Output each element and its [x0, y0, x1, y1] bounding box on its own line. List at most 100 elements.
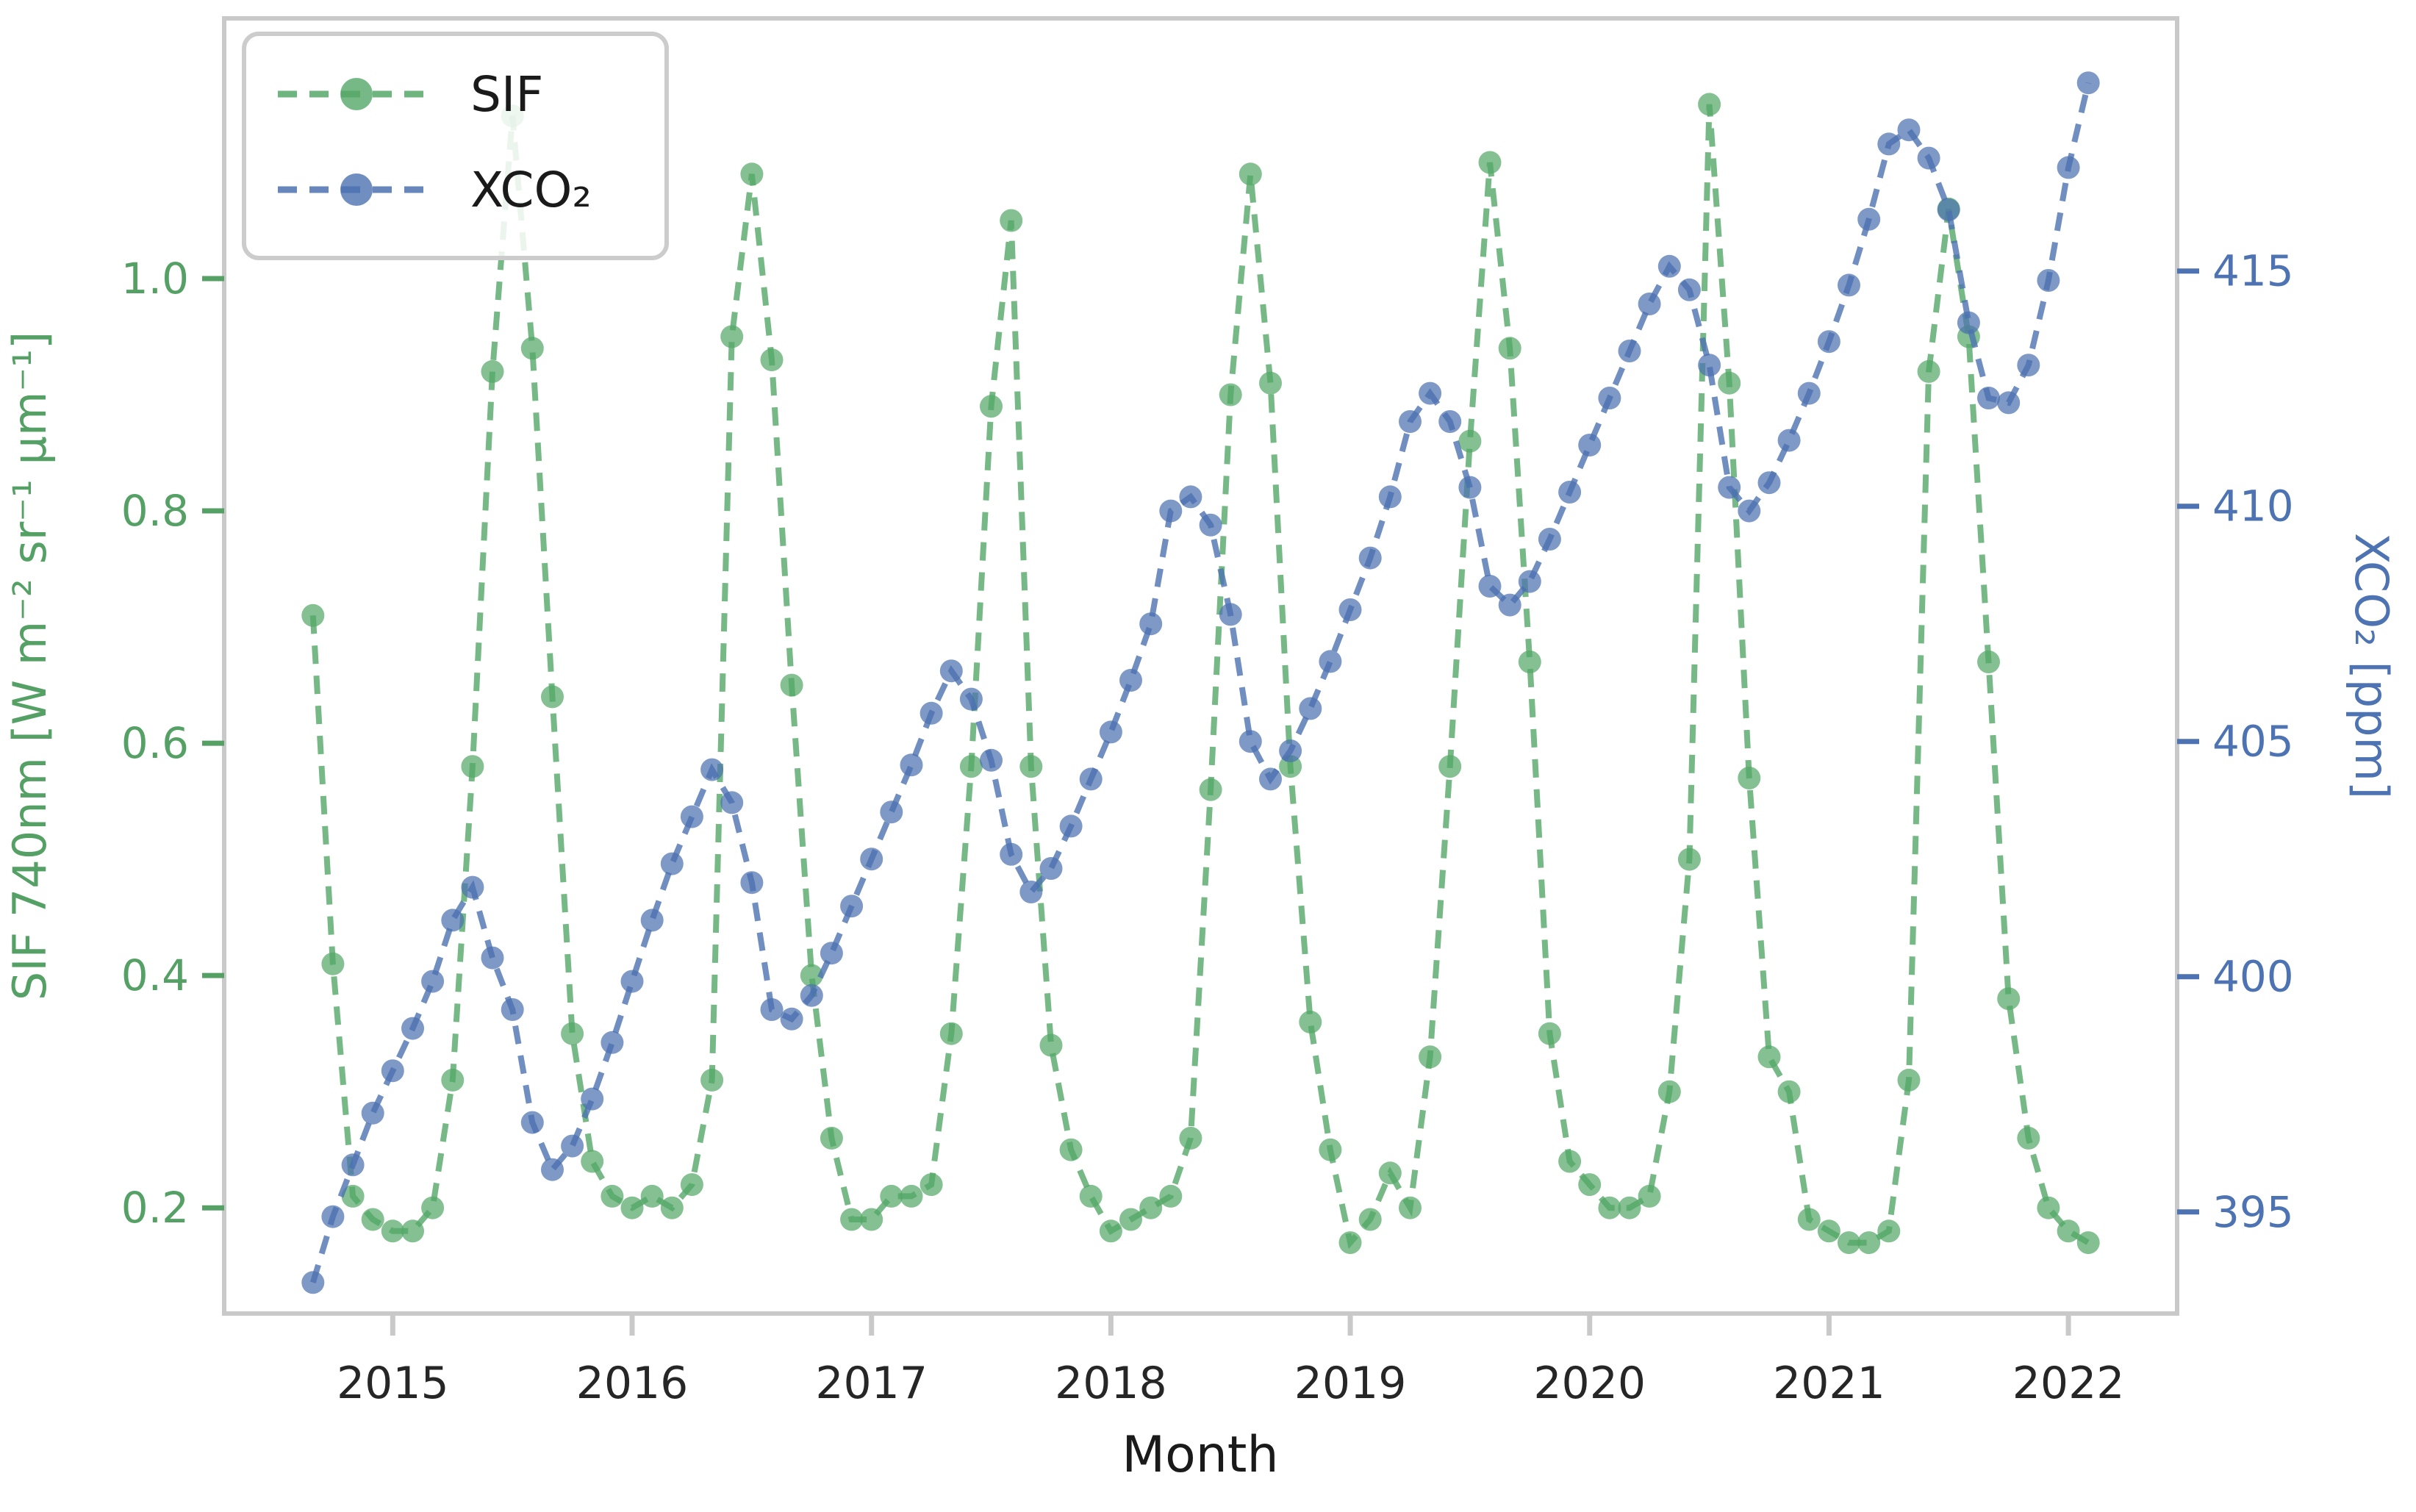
sif-point	[581, 1150, 604, 1173]
xco2-point	[1179, 485, 1202, 509]
sif-point	[1099, 1219, 1122, 1243]
sif-point	[720, 325, 744, 348]
x-tick-label: 2021	[1773, 1358, 1885, 1409]
sif-point	[1857, 1231, 1881, 1255]
sif-point	[780, 673, 803, 697]
xco2-point	[800, 983, 823, 1007]
xco2-point	[1518, 570, 1541, 593]
xco2-point	[1997, 391, 2021, 415]
legend-item-xco[interactable]: XCO₂	[278, 162, 592, 218]
xco2-point	[1059, 814, 1083, 838]
sif-point	[1977, 651, 2000, 673]
xco2-point	[780, 1007, 803, 1031]
legend-marker	[340, 78, 373, 110]
sif-point	[1877, 1219, 1901, 1243]
plot-frame	[222, 16, 2179, 1316]
sif-point	[481, 359, 504, 383]
sif-point	[640, 1184, 664, 1208]
xco2-point	[1877, 132, 1901, 156]
xco2-series	[301, 71, 2100, 1294]
sif-point	[1358, 1208, 1382, 1231]
xco2-point	[481, 946, 504, 970]
xco2-point	[441, 909, 465, 932]
xco2-point	[1239, 730, 1262, 753]
sif-point	[520, 337, 544, 360]
xco2-point	[920, 701, 943, 725]
sif-line	[309, 104, 2090, 1250]
sif-point	[860, 1208, 883, 1231]
right-axis-title: XCO₂ [ppm]	[2345, 533, 2398, 799]
left-tick-label: 0.4	[121, 950, 189, 1000]
xco2-point	[620, 970, 644, 993]
sif-point	[840, 1208, 864, 1231]
right-tick-label: 395	[2212, 1187, 2294, 1237]
sif-point	[1139, 1196, 1163, 1219]
sif-point	[980, 395, 1003, 418]
sif-point	[441, 1068, 465, 1092]
sif-point	[900, 1184, 923, 1208]
xco2-point	[740, 871, 764, 895]
xco2-point	[959, 687, 983, 711]
sif-point	[1438, 755, 1462, 778]
xco2-point	[1757, 471, 1781, 495]
sif-point	[1319, 1138, 1342, 1161]
x-tick-label: 2016	[576, 1358, 689, 1409]
sif-point	[1757, 1045, 1781, 1069]
xco2-point	[680, 805, 703, 828]
xco2-point	[900, 753, 923, 777]
xco2-point	[1219, 603, 1242, 626]
xco2-point	[1957, 311, 1980, 334]
sif-point	[341, 1184, 365, 1208]
sif-point	[1838, 1231, 1860, 1255]
sif-point	[2037, 1196, 2060, 1219]
xco2-point	[1378, 485, 1402, 509]
sif-point	[561, 1022, 584, 1045]
xco2-point	[1857, 207, 1881, 231]
xco2-point	[2037, 269, 2060, 292]
x-tick-label: 2019	[1294, 1358, 1407, 1409]
sif-point	[680, 1173, 703, 1197]
xco2-point	[1458, 476, 1482, 499]
sif-point	[620, 1196, 644, 1219]
xco2-point	[840, 895, 864, 918]
legend: SIF XCO₂	[242, 32, 669, 260]
right-tick-label: 410	[2212, 481, 2294, 531]
xco2-point	[1598, 387, 1621, 409]
xco2-point	[1119, 669, 1142, 692]
xco2-point	[939, 659, 963, 683]
sif-point	[421, 1196, 445, 1219]
sif-point	[1039, 1033, 1063, 1057]
x-axis	[390, 1314, 2071, 1336]
xco2-point	[1199, 513, 1222, 537]
xco2-point	[760, 998, 784, 1021]
xco2-point	[1039, 857, 1063, 880]
sif-point	[1378, 1161, 1402, 1185]
right-tick-label: 415	[2212, 246, 2294, 296]
xco2-point	[381, 1059, 404, 1083]
xco2-point	[581, 1087, 604, 1111]
xco2-point	[2076, 71, 2100, 95]
xco2-point	[720, 791, 744, 814]
x-tick-label: 2020	[1533, 1358, 1646, 1409]
sif-point	[740, 162, 764, 186]
xco2-point	[1319, 650, 1342, 673]
xco2-point	[1079, 767, 1103, 791]
xco2-point	[820, 942, 843, 965]
sif-point	[461, 755, 484, 778]
xco2-point	[461, 875, 484, 899]
sif-point	[1019, 755, 1043, 778]
sif-point	[1538, 1022, 1561, 1045]
xco2-point	[880, 800, 903, 824]
sif-point	[959, 755, 983, 778]
legend-label: XCO₂	[470, 162, 592, 218]
sif-point	[880, 1184, 903, 1208]
sif-point	[1299, 1010, 1322, 1033]
legend-item-sif[interactable]: SIF	[278, 66, 543, 123]
sif-point	[1179, 1126, 1202, 1150]
sif-point	[301, 603, 325, 627]
sif-point	[381, 1219, 404, 1243]
xco2-point	[1558, 481, 1582, 504]
left-tick-label: 0.8	[121, 486, 189, 536]
xco2-point	[980, 748, 1003, 772]
x-tick-label: 2015	[337, 1358, 449, 1409]
